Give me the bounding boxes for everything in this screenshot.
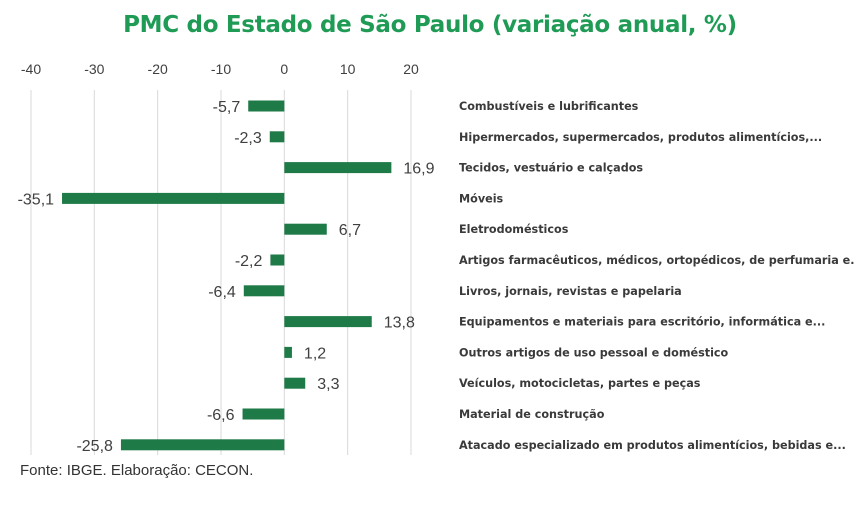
data-label: 16,9 <box>403 161 434 178</box>
x-tick-label: -40 <box>21 61 41 77</box>
category-label: Material de construção <box>459 408 605 421</box>
x-tick-label: -30 <box>84 61 104 77</box>
category-label: Livros, jornais, revistas e papelaria <box>459 285 682 298</box>
bar <box>269 131 285 143</box>
bar <box>120 439 285 451</box>
category-label: Atacado especializado em produtos alimen… <box>459 439 846 452</box>
x-tick-label: 10 <box>340 61 356 77</box>
category-label: Hipermercados, supermercados, produtos a… <box>459 131 822 144</box>
chart-title: PMC do Estado de São Paulo (variação anu… <box>123 12 737 38</box>
category-label: Equipamentos e materiais para escritório… <box>459 316 825 329</box>
bar <box>284 162 392 174</box>
data-label: -25,8 <box>76 438 113 455</box>
bar <box>284 316 372 328</box>
x-tick-label: 20 <box>403 61 419 77</box>
category-label: Móveis <box>459 192 504 205</box>
bar <box>284 377 306 389</box>
data-label: -2,3 <box>234 130 262 147</box>
bar <box>242 408 285 420</box>
x-tick-label: 0 <box>280 61 288 77</box>
data-label: -35,1 <box>18 191 55 208</box>
bar <box>62 192 285 204</box>
bar <box>284 346 292 358</box>
category-label: Eletrodomésticos <box>459 223 569 236</box>
data-label: -6,6 <box>207 407 235 424</box>
data-label: 3,3 <box>317 376 339 393</box>
bar <box>284 223 327 235</box>
source-note: Fonte: IBGE. Elaboração: CECON. <box>20 462 254 479</box>
category-label: Outros artigos de uso pessoal e doméstic… <box>459 346 729 359</box>
data-label: -5,7 <box>213 99 241 116</box>
data-label: -6,4 <box>208 284 236 301</box>
category-label: Veículos, motocicletas, partes e peças <box>459 377 701 390</box>
data-label: 6,7 <box>339 222 361 239</box>
data-label: -2,2 <box>235 253 263 270</box>
x-tick-label: -10 <box>211 61 231 77</box>
data-label: 1,2 <box>304 345 326 362</box>
bar <box>270 254 285 266</box>
bar <box>248 100 285 112</box>
category-label: Artigos farmacêuticos, médicos, ortopédi… <box>459 254 855 267</box>
x-tick-label: -20 <box>148 61 168 77</box>
data-label: 13,8 <box>384 315 415 332</box>
category-label: Tecidos, vestuário e calçados <box>459 162 643 175</box>
bar <box>243 285 285 297</box>
category-label: Combustíveis e lubrificantes <box>459 100 639 113</box>
